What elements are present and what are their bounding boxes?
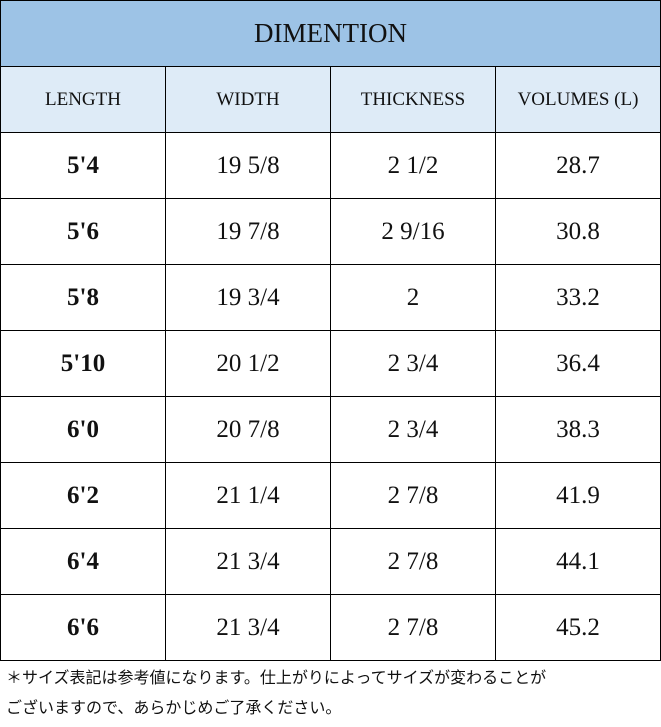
cell: 2 3/4 bbox=[330, 396, 496, 463]
table-title: DIMENTION bbox=[0, 0, 661, 67]
dimension-table: DIMENTION LENGTH WIDTH THICKNESS VOLUMES (L… bbox=[0, 0, 661, 661]
cell: 28.7 bbox=[495, 132, 661, 199]
cell: 44.1 bbox=[495, 528, 661, 595]
cell: 2 7/8 bbox=[330, 594, 496, 661]
footnote: ＊サイズ表記は参考値になります。仕上がりによってサイズが変わることが ございますの… bbox=[0, 661, 661, 723]
cell: 2 9/16 bbox=[330, 198, 496, 265]
cell: 2 7/8 bbox=[330, 528, 496, 595]
cell: 20 7/8 bbox=[165, 396, 331, 463]
title-row: DIMENTION bbox=[0, 0, 661, 67]
data-row: 5'4 19 5/8 2 1/2 28.7 bbox=[0, 132, 661, 199]
cell: 21 1/4 bbox=[165, 462, 331, 529]
cell: 2 7/8 bbox=[330, 462, 496, 529]
data-row: 6'4 21 3/4 2 7/8 44.1 bbox=[0, 528, 661, 595]
cell: 36.4 bbox=[495, 330, 661, 397]
cell: 19 3/4 bbox=[165, 264, 331, 331]
cell: 5'6 bbox=[0, 198, 166, 265]
cell: 6'6 bbox=[0, 594, 166, 661]
cell: 6'0 bbox=[0, 396, 166, 463]
data-row: 6'6 21 3/4 2 7/8 45.2 bbox=[0, 594, 661, 661]
cell: 2 1/2 bbox=[330, 132, 496, 199]
cell: 45.2 bbox=[495, 594, 661, 661]
cell: 38.3 bbox=[495, 396, 661, 463]
data-row: 6'0 20 7/8 2 3/4 38.3 bbox=[0, 396, 661, 463]
cell: 19 7/8 bbox=[165, 198, 331, 265]
note-line: ＊サイズ表記は参考値になります。仕上がりによってサイズが変わることが bbox=[6, 668, 547, 687]
header-cell: VOLUMES (L) bbox=[495, 66, 661, 133]
cell: 6'4 bbox=[0, 528, 166, 595]
cell: 21 3/4 bbox=[165, 528, 331, 595]
data-row: 6'2 21 1/4 2 7/8 41.9 bbox=[0, 462, 661, 529]
data-row: 5'10 20 1/2 2 3/4 36.4 bbox=[0, 330, 661, 397]
cell: 5'10 bbox=[0, 330, 166, 397]
cell: 5'8 bbox=[0, 264, 166, 331]
cell: 6'2 bbox=[0, 462, 166, 529]
cell: 41.9 bbox=[495, 462, 661, 529]
cell: 5'4 bbox=[0, 132, 166, 199]
cell: 20 1/2 bbox=[165, 330, 331, 397]
cell: 33.2 bbox=[495, 264, 661, 331]
cell: 2 bbox=[330, 264, 496, 331]
cell: 30.8 bbox=[495, 198, 661, 265]
header-cell: THICKNESS bbox=[330, 66, 496, 133]
data-row: 5'6 19 7/8 2 9/16 30.8 bbox=[0, 198, 661, 265]
cell: 2 3/4 bbox=[330, 330, 496, 397]
cell: 19 5/8 bbox=[165, 132, 331, 199]
cell: 21 3/4 bbox=[165, 594, 331, 661]
header-cell: LENGTH bbox=[0, 66, 166, 133]
table-body: DIMENTION LENGTH WIDTH THICKNESS VOLUMES (L… bbox=[0, 0, 661, 661]
header-cell: WIDTH bbox=[165, 66, 331, 133]
note-line: ございますので、あらかじめご了承ください。 bbox=[6, 698, 342, 717]
header-row: LENGTH WIDTH THICKNESS VOLUMES (L) bbox=[0, 66, 661, 133]
data-row: 5'8 19 3/4 2 33.2 bbox=[0, 264, 661, 331]
